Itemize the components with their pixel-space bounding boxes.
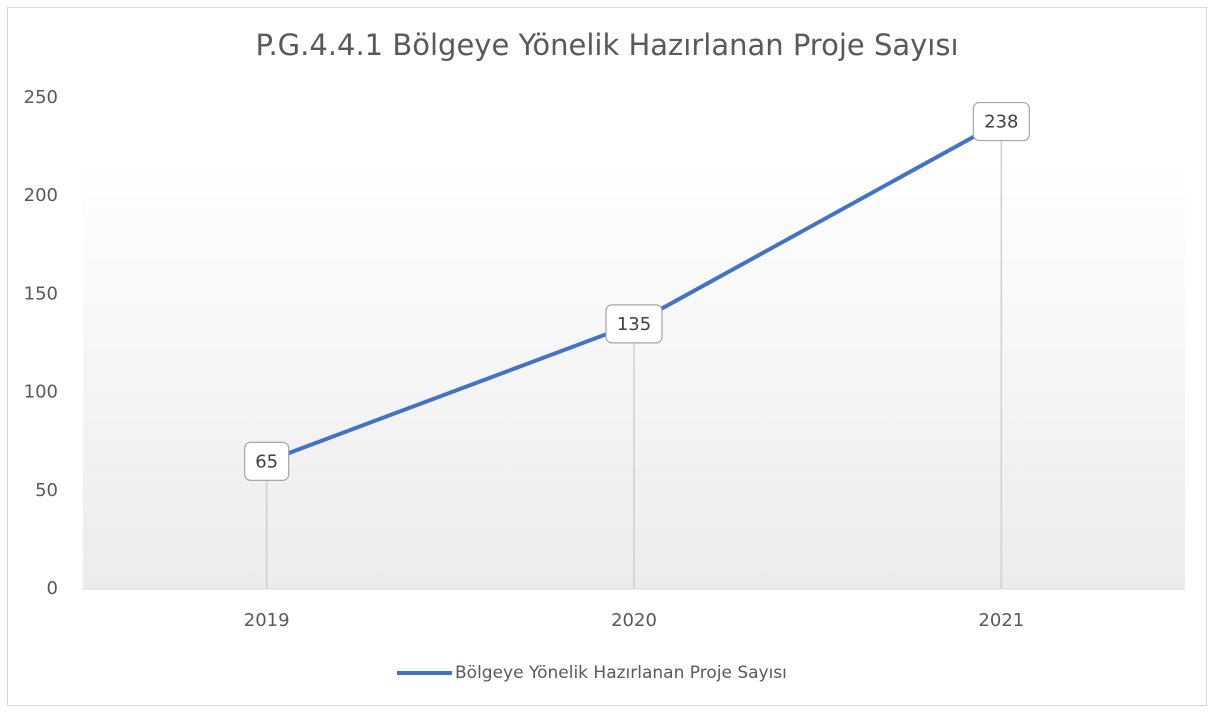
data-label: 238 bbox=[984, 112, 1018, 133]
x-tick-label: 2020 bbox=[611, 610, 657, 631]
y-tick-label: 200 bbox=[24, 185, 58, 206]
y-tick-label: 100 bbox=[24, 382, 58, 403]
y-tick-label: 0 bbox=[47, 578, 58, 599]
x-tick-label: 2019 bbox=[244, 610, 290, 631]
data-label-box bbox=[972, 101, 1030, 142]
y-tick-label: 50 bbox=[35, 480, 58, 501]
y-tick-label: 150 bbox=[24, 283, 58, 304]
data-label-box bbox=[244, 441, 290, 481]
data-label-box bbox=[605, 304, 663, 344]
data-label: 65 bbox=[255, 451, 278, 472]
legend-label: Bölgeye Yönelik Hazırlanan Proje Sayısı bbox=[455, 663, 787, 683]
x-tick-label: 2021 bbox=[978, 610, 1024, 631]
data-label: 135 bbox=[617, 314, 651, 335]
y-tick-label: 250 bbox=[24, 87, 58, 108]
chart-title: P.G.4.4.1 Bölgeye Yönelik Hazırlanan Pro… bbox=[255, 28, 958, 62]
